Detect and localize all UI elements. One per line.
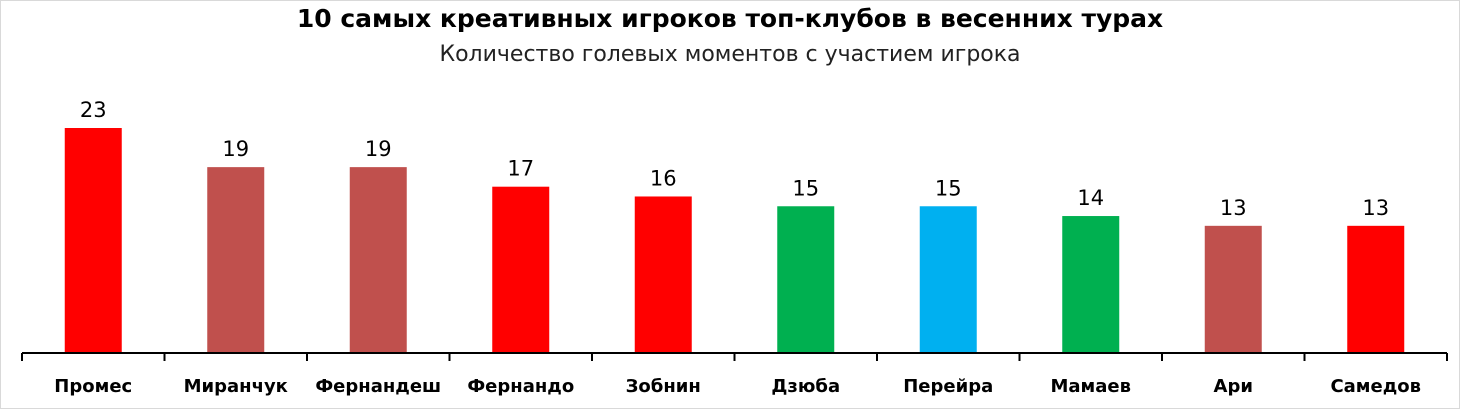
bar: [777, 206, 835, 353]
x-tick-label: Фернандеш: [315, 376, 441, 397]
bar-value-label: 19: [365, 137, 392, 161]
bar: [207, 167, 265, 353]
x-tick-label: Перейра: [903, 376, 993, 397]
bar: [634, 196, 692, 353]
bar-value-label: 16: [650, 166, 677, 190]
bar-value-label: 23: [80, 98, 107, 122]
bar-value-label: 14: [1077, 186, 1104, 210]
bar: [1062, 216, 1120, 353]
bar: [64, 128, 122, 353]
bar: [1204, 225, 1262, 353]
bar-value-label: 17: [507, 157, 534, 181]
x-tick-label: Дзюба: [771, 376, 840, 397]
bar-value-label: 13: [1220, 196, 1247, 220]
bar: [349, 167, 407, 353]
bar: [919, 206, 977, 353]
x-tick-label: Промес: [54, 376, 132, 397]
x-tick-label: Фернандо: [467, 376, 574, 397]
bar-value-label: 19: [222, 137, 249, 161]
chart-subtitle: Количество голевых моментов с участием и…: [439, 42, 1021, 67]
x-axis-ticks-group: [21, 353, 1448, 361]
bar-value-label: 15: [792, 176, 819, 200]
category-labels-group: Промес Миранчук Фернандеш Фернандо Зобнин Дзю…: [54, 376, 1421, 397]
chart-title: 10 самых креативных игроков топ-клубов в…: [296, 4, 1164, 33]
bars-group: [64, 128, 1405, 353]
x-tick-label: Ари: [1214, 376, 1253, 397]
bar-value-label: 13: [1362, 196, 1389, 220]
bar: [1347, 225, 1405, 353]
x-tick-label: Зобнин: [626, 376, 701, 397]
x-tick-label: Миранчук: [184, 376, 288, 397]
x-tick-label: Самедов: [1330, 376, 1421, 397]
bar-value-label: 15: [935, 176, 962, 200]
value-labels-group: 23 19 19 17 16 15 15 14 13 13: [80, 98, 1389, 220]
x-tick-label: Мамаев: [1050, 376, 1131, 397]
bar: [492, 186, 550, 353]
